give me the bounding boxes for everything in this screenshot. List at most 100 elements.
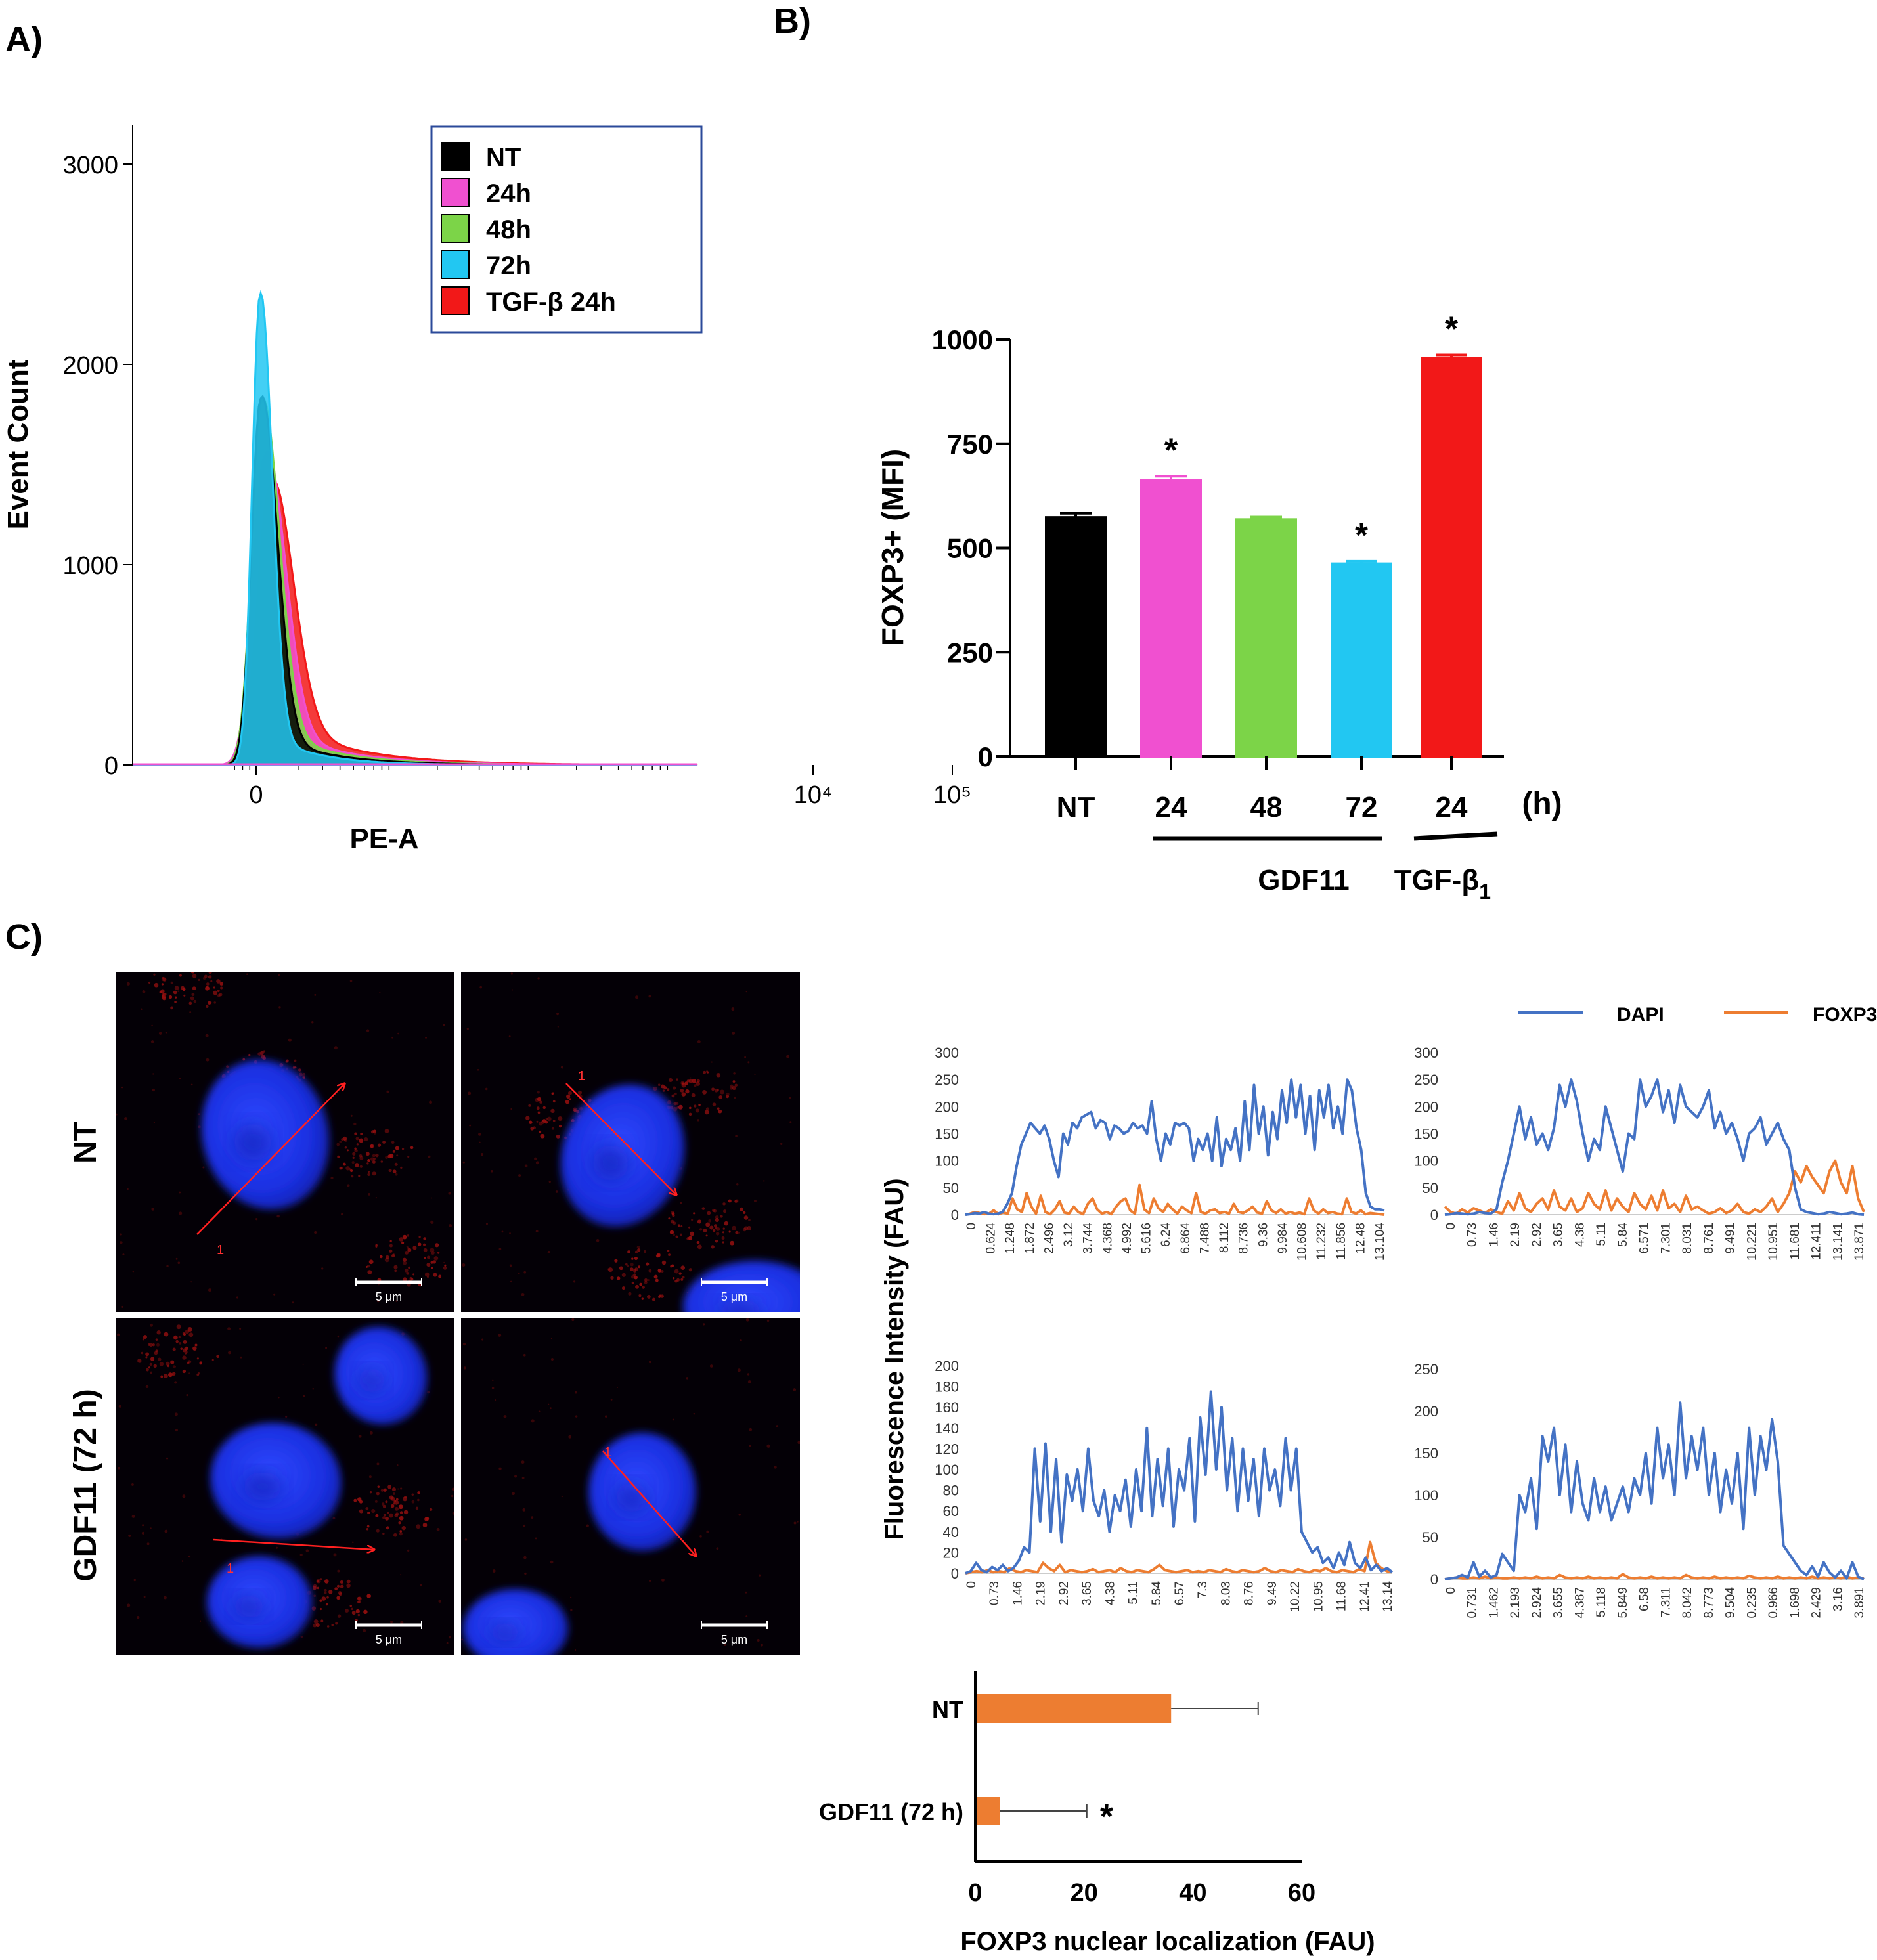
foxp3-speckle bbox=[210, 980, 213, 982]
foxp3-speckle bbox=[198, 1113, 200, 1116]
foxp3-speckle bbox=[179, 1191, 181, 1194]
foxp3-speckle bbox=[634, 1256, 638, 1260]
foxp3-speckle bbox=[703, 1229, 707, 1232]
foxp3-speckle bbox=[288, 1038, 292, 1042]
foxp3-speckle bbox=[148, 1343, 151, 1346]
mfi-category-label: 24 bbox=[1155, 791, 1187, 823]
foxp3-speckle bbox=[208, 1000, 212, 1005]
foxp3-speckle bbox=[428, 1155, 431, 1158]
profile-y-tick-label: 40 bbox=[943, 1524, 959, 1540]
foxp3-speckle bbox=[320, 1619, 324, 1622]
foxp3-speckle bbox=[406, 1272, 409, 1275]
foxp3-speckle bbox=[551, 1092, 554, 1095]
foxp3-speckle bbox=[373, 1132, 376, 1135]
foxp3-speckle bbox=[346, 1583, 351, 1588]
foxp3-speckle bbox=[495, 1399, 497, 1401]
foxp3-speckle bbox=[697, 1119, 699, 1122]
foxp3-speckle bbox=[294, 1066, 297, 1069]
foxp3-speckle bbox=[701, 1207, 705, 1210]
foxp3-speckle bbox=[365, 1152, 370, 1156]
foxp3-speckle bbox=[337, 1614, 342, 1618]
foxp3-speckle bbox=[535, 1537, 537, 1540]
profile-line-arrow bbox=[213, 1538, 374, 1550]
foxp3-speckle bbox=[377, 1485, 380, 1489]
histogram-legend-swatch bbox=[441, 214, 470, 243]
profile-plot: 0 20 40 60 80 100 120 140 160 180 200 0 0.73 1.46 2.19… bbox=[935, 1358, 1395, 1613]
profile-x-tick-label: 0.731 bbox=[1466, 1587, 1480, 1619]
foxp3-speckle bbox=[199, 1620, 202, 1622]
foxp3-speckle bbox=[797, 1441, 800, 1445]
foxp3-speckle bbox=[345, 1166, 350, 1171]
foxp3-speckle bbox=[766, 1319, 770, 1322]
foxp3-speckle bbox=[389, 1240, 392, 1242]
profile-y-tick-label: 120 bbox=[935, 1441, 959, 1457]
foxp3-speckle bbox=[153, 1122, 155, 1123]
foxp3-speckle bbox=[398, 1521, 401, 1525]
histogram-x-label: PE-A bbox=[349, 823, 418, 855]
foxp3-speckle bbox=[150, 1357, 155, 1361]
foxp3-speckle bbox=[211, 1359, 214, 1361]
foxp3-speckle bbox=[261, 1055, 265, 1059]
foxp3-speckle bbox=[357, 1613, 361, 1617]
profile-y-tick-label: 300 bbox=[1414, 1045, 1438, 1061]
foxp3-speckle bbox=[546, 1116, 552, 1122]
foxp3-speckle bbox=[206, 1058, 210, 1062]
dapi-profile-line bbox=[965, 1390, 1394, 1575]
profile-x-tick-label: 1.462 bbox=[1487, 1587, 1501, 1619]
foxp3-speckle bbox=[395, 1498, 399, 1501]
foxp3-speckle bbox=[312, 1388, 315, 1390]
foxp3-speckle bbox=[174, 1001, 177, 1003]
foxp3-speckle bbox=[709, 1364, 713, 1368]
foxp3-speckle bbox=[346, 1579, 351, 1584]
profile-y-tick-label: 200 bbox=[1414, 1403, 1438, 1420]
profile-x-tick-label: 5.11 bbox=[1595, 1223, 1608, 1246]
foxp3-speckle bbox=[177, 1261, 181, 1265]
foxp3-speckle bbox=[292, 1066, 296, 1069]
foxp3-speckle bbox=[702, 1323, 705, 1326]
foxp3-speckle bbox=[430, 1197, 432, 1199]
foxp3-speckle bbox=[740, 1207, 744, 1211]
foxp3-speckle bbox=[208, 972, 212, 974]
foxp3-speckle bbox=[498, 1248, 502, 1251]
foxp3-speckle bbox=[355, 1137, 359, 1141]
foxp3-speckle bbox=[392, 1253, 395, 1256]
foxp3-speckle bbox=[366, 1029, 370, 1032]
foxp3-speckle bbox=[124, 1117, 127, 1120]
profile-x-tick-label: 0.235 bbox=[1745, 1587, 1759, 1619]
foxp3-speckle bbox=[339, 1166, 343, 1170]
foxp3-speckle bbox=[358, 1175, 361, 1177]
foxp3-speckle bbox=[150, 1040, 154, 1043]
profile-x-tick-label: 8.03 bbox=[1219, 1581, 1233, 1605]
foxp3-speckle bbox=[690, 1077, 692, 1079]
mfi-y-ticks: 0 250 500 750 1000 bbox=[932, 324, 1010, 772]
foxp3-speckle bbox=[216, 979, 221, 984]
profile-y-tick-label: 160 bbox=[935, 1399, 959, 1416]
foxp3-speckle bbox=[446, 1642, 449, 1644]
foxp3-speckle bbox=[378, 1284, 380, 1286]
foxp3-speckle bbox=[644, 1280, 648, 1284]
foxp3-speckle bbox=[183, 1339, 187, 1344]
profile-x-tick-label: 3.891 bbox=[1853, 1587, 1866, 1619]
foxp3-speckle bbox=[366, 1527, 369, 1531]
foxp3-profile-line bbox=[965, 1540, 1393, 1575]
foxp3-speckle bbox=[182, 988, 186, 991]
foxp3-speckle bbox=[407, 1246, 409, 1249]
foxp3-speckle bbox=[577, 1090, 583, 1095]
foxp3-speckle bbox=[653, 1274, 658, 1279]
foxp3-speckle bbox=[557, 1026, 559, 1028]
foxp3-speckle bbox=[531, 1419, 535, 1423]
profile-y-tick-label: 50 bbox=[943, 1180, 959, 1196]
foxp3-speckle bbox=[696, 1241, 700, 1244]
profile-plot: 0 50 100 150 200 250 300 0 0.73 1.46 2.19 2.92 3.65 4… bbox=[1414, 1045, 1866, 1261]
foxp3-speckle bbox=[656, 1253, 661, 1257]
foxp3-speckle bbox=[337, 1155, 340, 1158]
foxp3-speckle bbox=[552, 1100, 556, 1103]
histogram-curve bbox=[133, 479, 698, 766]
foxp3-speckle bbox=[117, 1333, 120, 1336]
foxp3-speckle bbox=[492, 1569, 496, 1573]
foxp3-speckle bbox=[448, 1636, 451, 1639]
profile-x-tick-label: 11.68 bbox=[1335, 1581, 1349, 1611]
profile-x-tick-label: 10.221 bbox=[1745, 1223, 1759, 1261]
foxp3-speckle bbox=[760, 1644, 764, 1647]
foxp3-speckle bbox=[544, 1120, 548, 1124]
